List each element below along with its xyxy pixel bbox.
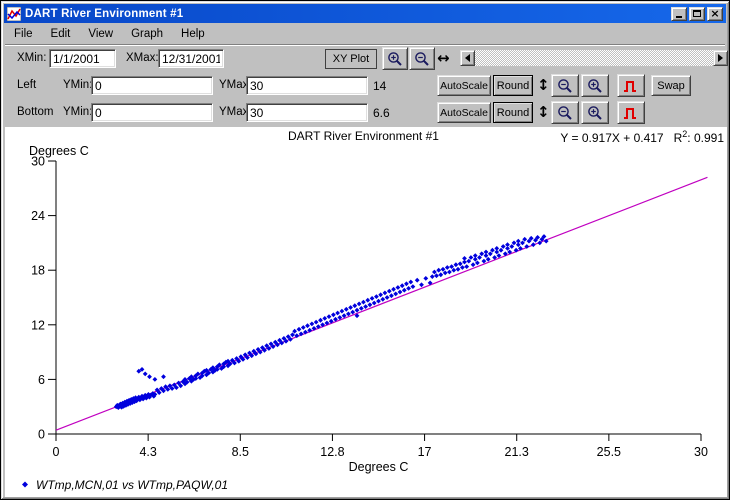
bottom-axis-row: Bottom YMin: YMax: 6.6 AutoScale Round ↕ — [5, 99, 725, 126]
y-tick-label: 18 — [31, 264, 45, 278]
legend-label: WTmp,MCN,01 vs WTmp,PAQW,01 — [36, 478, 228, 492]
chart-area: DART River Environment #1 Y = 0.917X + 0… — [5, 127, 727, 497]
menu-graph[interactable]: Graph — [122, 26, 172, 42]
left-axis-label: Left — [17, 79, 36, 91]
xmin-input[interactable] — [49, 49, 116, 68]
scatter-points — [114, 234, 549, 410]
menu-help[interactable]: Help — [172, 26, 214, 42]
zoom-in-icon — [586, 104, 604, 122]
vertical-resize-icon: ↕ — [537, 105, 550, 120]
y-tick-label: 6 — [38, 373, 45, 387]
step-line-icon — [623, 105, 639, 121]
xy-plot[interactable]: 061218243004.38.512.81721.325.530Degrees… — [5, 127, 727, 497]
regression-equation: Y = 0.917X + 0.417 R2: 0.991 — [560, 129, 724, 145]
bottom-ymin-input[interactable] — [91, 103, 213, 122]
minimize-button[interactable] — [671, 7, 687, 21]
bottom-zoom-out-button[interactable] — [551, 101, 579, 124]
left-round-button[interactable]: Round — [493, 75, 533, 96]
xy-plot-button[interactable]: XY Plot — [325, 49, 377, 69]
bottom-zoom-in-button[interactable] — [581, 101, 609, 124]
right-arrow-icon — [718, 54, 723, 62]
x-tick-label: 30 — [694, 445, 708, 459]
xmax-label: XMax: — [126, 52, 159, 64]
x-range-row: XMin: XMax: XY Plot ↔ — [5, 46, 725, 72]
close-button[interactable]: × — [707, 7, 723, 21]
x-tick-label: 8.5 — [232, 445, 249, 459]
chart-title: DART River Environment #1 — [288, 129, 439, 143]
x-zoom-in-button[interactable] — [382, 47, 408, 70]
step-line-icon — [623, 78, 639, 94]
zoom-in-icon — [386, 50, 404, 68]
scroll-right-button[interactable] — [713, 50, 728, 66]
menu-bar: File Edit View Graph Help — [5, 24, 725, 45]
x-tick-label: 0 — [53, 445, 60, 459]
xmax-input[interactable] — [158, 49, 224, 68]
equation-text: Y = 0.917X + 0.417 — [560, 131, 663, 145]
window-title: DART River Environment #1 — [25, 8, 671, 20]
vertical-resize-icon: ↕ — [537, 78, 550, 93]
left-ymin-input[interactable] — [91, 76, 213, 95]
y-tick-label: 12 — [31, 318, 45, 332]
menu-edit[interactable]: Edit — [42, 26, 80, 42]
bottom-ymin-label: YMin: — [63, 106, 92, 118]
maximize-icon — [693, 10, 701, 17]
bottom-round-button[interactable]: Round — [493, 102, 533, 123]
y-axis-title: Degrees C — [29, 144, 89, 158]
bottom-ymax-input[interactable] — [246, 103, 368, 122]
bottom-axis-label: Bottom — [17, 106, 53, 118]
titlebar: DART River Environment #1 × — [4, 4, 726, 23]
left-step-plot-button[interactable] — [617, 74, 645, 97]
scroll-left-button[interactable] — [460, 50, 475, 66]
x-tick-label: 4.3 — [139, 445, 156, 459]
menu-file[interactable]: File — [5, 26, 42, 42]
zoom-out-icon — [556, 104, 574, 122]
window-controls: × — [671, 7, 723, 21]
close-icon: × — [710, 8, 719, 19]
x-tick-label: 25.5 — [597, 445, 621, 459]
zoom-in-icon — [586, 77, 604, 95]
x-zoom-out-button[interactable] — [409, 47, 435, 70]
x-tick-label: 17 — [418, 445, 432, 459]
x-axis-title: Degrees C — [349, 460, 409, 474]
left-ymax-input[interactable] — [246, 76, 368, 95]
bottom-autoscale-button[interactable]: AutoScale — [437, 102, 491, 123]
app-icon — [7, 7, 21, 21]
xmin-label: XMin: — [17, 52, 46, 64]
left-current-value: 14 — [373, 79, 386, 93]
horizontal-resize-icon: ↔ — [437, 51, 450, 66]
x-tick-label: 21.3 — [505, 445, 529, 459]
x-scrollbar-track[interactable] — [475, 50, 713, 66]
toolbar: XMin: XMax: XY Plot ↔ — [5, 46, 725, 127]
swap-button[interactable]: Swap — [651, 75, 691, 96]
minimize-icon — [676, 16, 682, 18]
y-tick-label: 24 — [31, 209, 45, 223]
x-tick-label: 12.8 — [320, 445, 344, 459]
left-autoscale-button[interactable]: AutoScale — [437, 75, 491, 96]
app-window: DART River Environment #1 × File Edit Vi… — [0, 0, 730, 500]
left-axis-row: Left YMin: YMax: 14 AutoScale Round ↕ — [5, 72, 725, 99]
y-tick-label: 0 — [38, 428, 45, 442]
bottom-current-value: 6.6 — [373, 106, 390, 120]
zoom-out-icon — [413, 50, 431, 68]
zoom-out-icon — [556, 77, 574, 95]
left-arrow-icon — [465, 54, 470, 62]
r-squared: R2: 0.991 — [674, 131, 724, 145]
left-ymin-label: YMin: — [63, 79, 92, 91]
left-zoom-out-button[interactable] — [551, 74, 579, 97]
left-zoom-in-button[interactable] — [581, 74, 609, 97]
bottom-step-plot-button[interactable] — [617, 101, 645, 124]
legend-marker-icon — [22, 482, 28, 488]
menu-view[interactable]: View — [79, 26, 122, 42]
maximize-button[interactable] — [689, 7, 705, 21]
